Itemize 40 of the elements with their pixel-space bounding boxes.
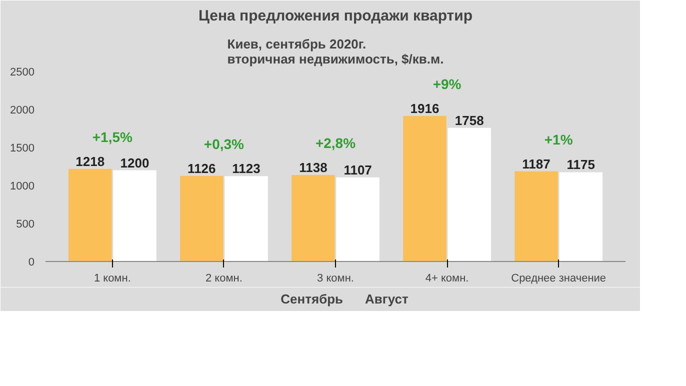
x-tick-label: Среднее значение	[511, 272, 606, 284]
data-label: 1107	[344, 162, 372, 178]
annotation: +1%	[544, 131, 574, 148]
data-label: 1123	[232, 161, 260, 176]
bar	[448, 128, 491, 262]
chart-title: Цена предложения продажи квартир	[198, 8, 473, 24]
annotation: +9%	[432, 76, 462, 92]
data-label: 1175	[566, 157, 595, 172]
text: Сентябрь	[280, 292, 344, 306]
annotation: +0,3%	[204, 136, 245, 152]
bar	[292, 175, 335, 262]
data-label: 1916	[410, 100, 440, 116]
bar	[514, 171, 558, 262]
y-tick-label: 0	[28, 256, 35, 268]
data-label: 1187	[522, 156, 550, 172]
bar	[113, 170, 156, 262]
data-label: 1200	[120, 155, 150, 170]
data-label: 1218	[76, 154, 105, 169]
x-tick-label: 1 комн.	[94, 272, 131, 284]
text: Август	[365, 292, 408, 306]
bar	[559, 172, 603, 262]
y-tick-label: 2500	[10, 66, 35, 78]
bar	[180, 176, 224, 262]
data-label: 1758	[454, 112, 484, 128]
annotation: +2,8%	[315, 135, 356, 152]
chart-subtitle: Киев, сентябрь 2020г. вторичная недвижимость, $/кв.м.	[227, 36, 444, 66]
x-tick-label: 4+ комн.	[425, 272, 469, 284]
bar	[336, 177, 380, 262]
y-tick-label: 500	[16, 218, 35, 230]
data-label: 1138	[299, 160, 328, 176]
y-tick-label: 1500	[10, 142, 35, 154]
bar	[68, 168, 112, 262]
data-label: 1126	[188, 160, 216, 176]
y-tick-label: 2000	[10, 104, 35, 116]
x-tick-label: 3 комн.	[317, 272, 354, 284]
x-tick-label: 2 комн.	[206, 272, 242, 284]
annotation: +1,5%	[92, 128, 134, 145]
bar	[403, 116, 446, 262]
y-tick-label: 1000	[10, 180, 35, 192]
bar	[224, 176, 268, 262]
